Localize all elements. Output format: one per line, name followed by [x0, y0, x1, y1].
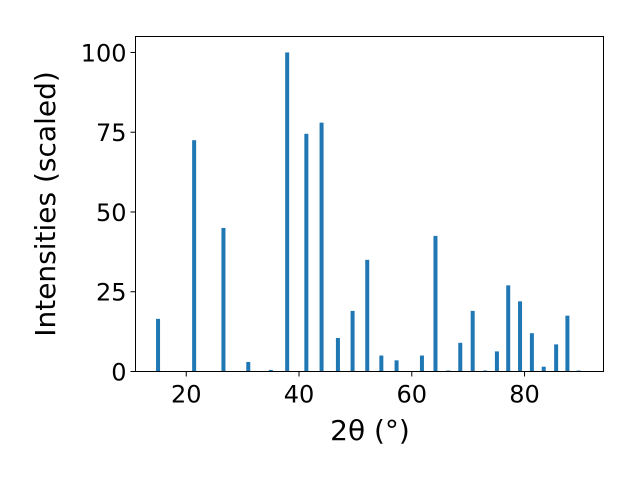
bar — [192, 140, 197, 372]
bar — [365, 259, 370, 372]
bar — [394, 360, 399, 372]
bar — [379, 355, 384, 372]
bar — [156, 318, 161, 372]
bar — [221, 227, 226, 372]
bar — [565, 315, 570, 372]
y-axis: 0 25 50 75 100 — [81, 39, 136, 387]
bar — [554, 344, 559, 372]
bar — [319, 122, 324, 372]
plot-frame — [135, 36, 604, 372]
bar — [458, 342, 463, 372]
y-tick-label: 50 — [96, 199, 127, 227]
x-tick-label: 20 — [171, 381, 202, 409]
bar — [419, 355, 424, 372]
x-tick-label: 40 — [284, 381, 315, 409]
bar — [304, 133, 309, 372]
x-axis: 20 40 60 80 — [171, 371, 540, 409]
bar — [518, 301, 523, 372]
bar — [433, 235, 438, 372]
x-axis-label: 2θ (°) — [330, 414, 410, 447]
bars-group — [156, 52, 581, 372]
x-tick-label: 80 — [509, 381, 540, 409]
bar — [529, 333, 534, 372]
y-axis-label: Intensities (scaled) — [29, 71, 62, 337]
bar — [285, 52, 290, 372]
bar — [350, 310, 355, 372]
bar — [494, 351, 499, 372]
bar — [470, 310, 475, 372]
y-tick-label: 0 — [111, 359, 126, 387]
y-tick-label: 25 — [96, 279, 127, 307]
y-tick-label: 100 — [81, 39, 127, 67]
bar — [335, 338, 340, 372]
bar — [541, 366, 546, 372]
bar — [246, 361, 251, 372]
y-tick-label: 75 — [96, 119, 127, 147]
bar — [506, 285, 511, 372]
x-tick-label: 60 — [397, 381, 428, 409]
bar — [268, 369, 273, 372]
